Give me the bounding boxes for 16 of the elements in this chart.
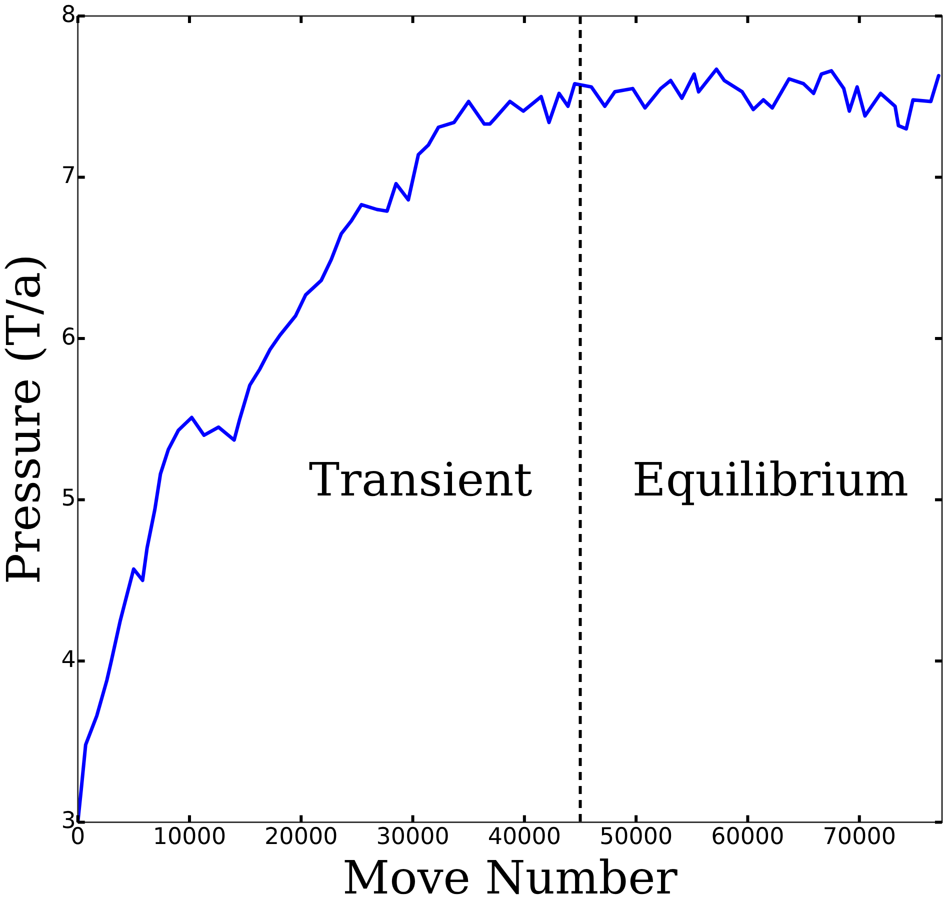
x-tick-label: 20000 [264,824,338,850]
y-axis-title: Pressure (T/a) [0,254,51,584]
y-tick-label: 5 [61,486,76,512]
x-axis-title: Move Number [342,850,678,904]
y-tick-label: 7 [61,163,76,190]
x-tick-label: 40000 [488,824,562,850]
annotation: Transient [308,452,533,507]
y-tick-label: 6 [61,324,76,350]
x-tick-label: 60000 [711,824,784,850]
annotation: Equilibrium [632,452,908,507]
x-tick-label: 70000 [822,824,896,850]
y-tick-label: 4 [61,646,76,673]
x-tick-label: 50000 [599,824,673,850]
x-tick-label: 30000 [376,824,450,850]
x-tick-label: 10000 [152,824,226,850]
y-tick-label: 8 [61,2,76,28]
